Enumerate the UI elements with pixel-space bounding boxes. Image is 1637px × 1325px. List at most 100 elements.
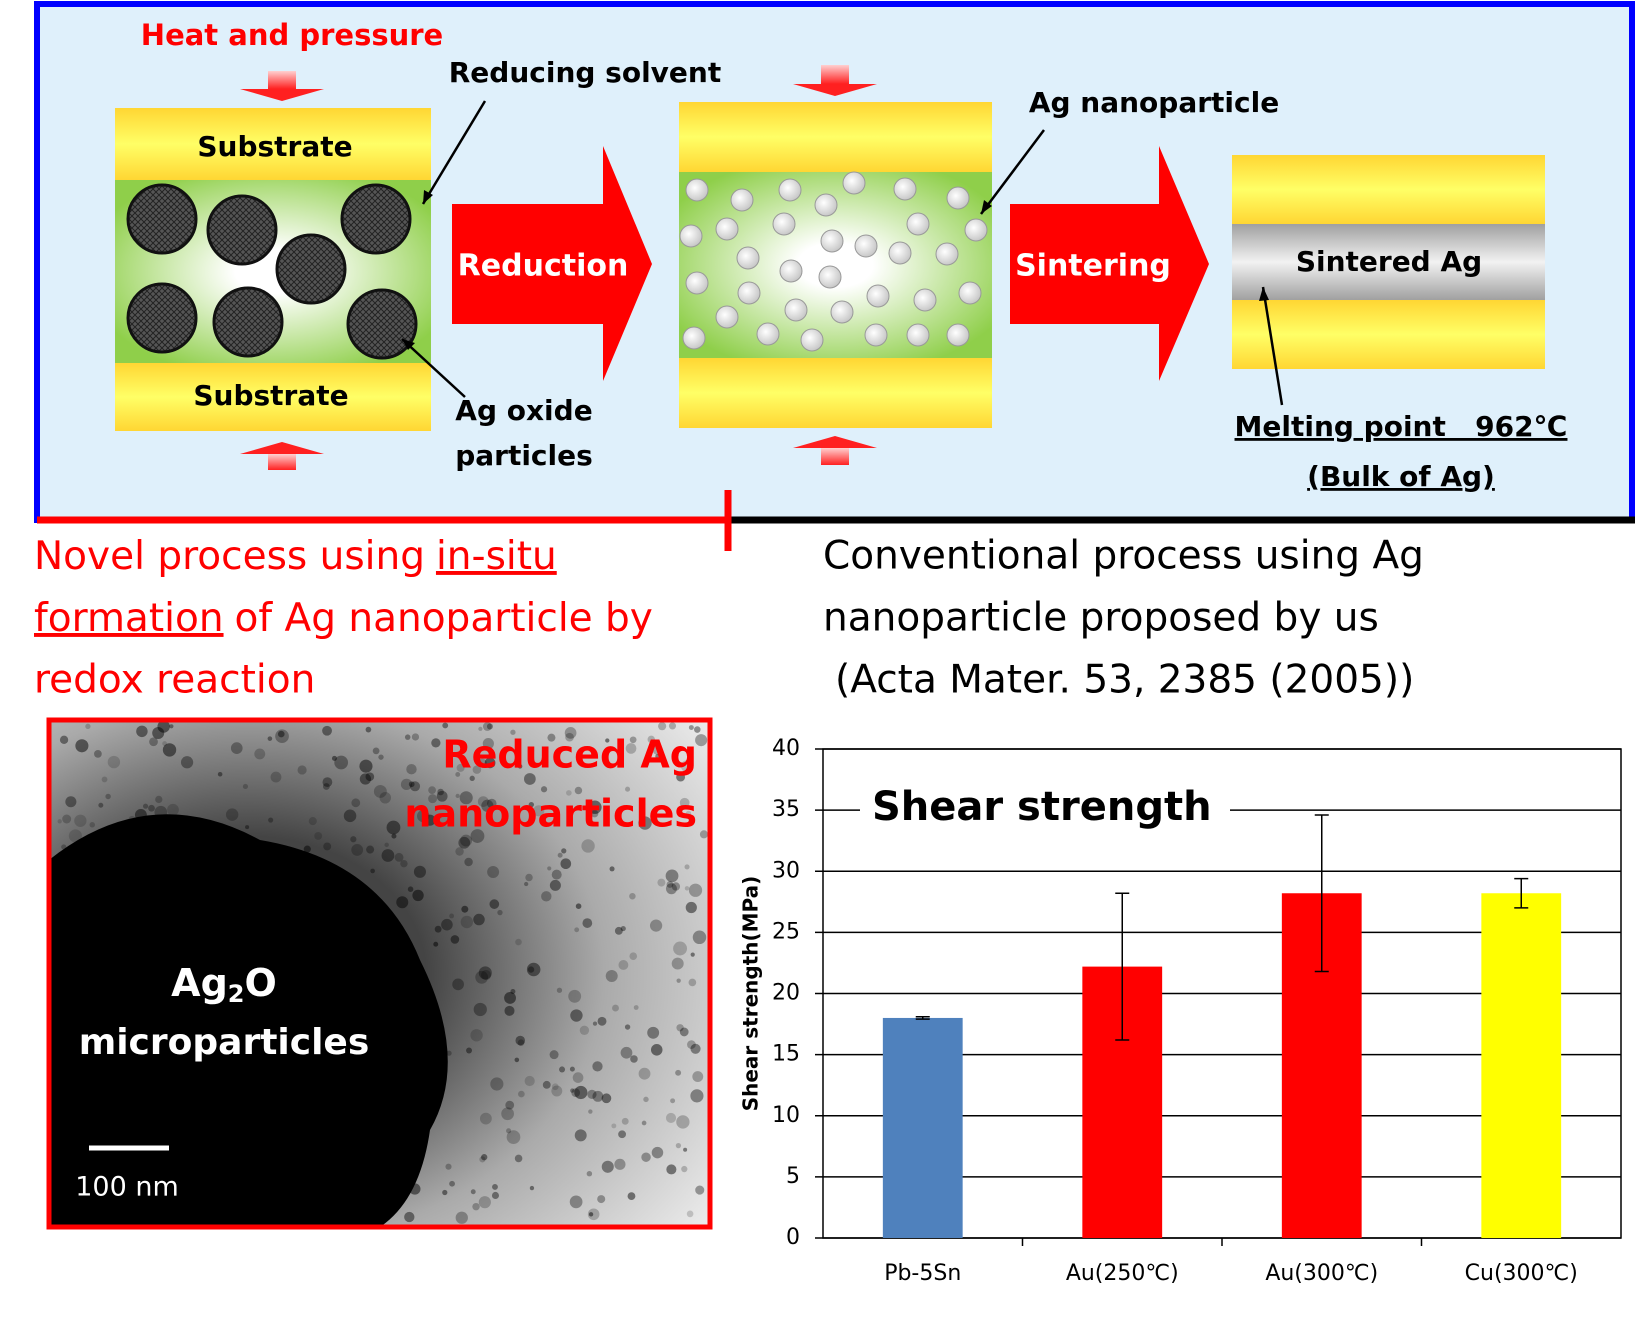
novel-caption: Novel process using in-situ (34, 534, 557, 579)
speckle (676, 1024, 684, 1032)
scale-label: 100 nm (75, 1172, 179, 1203)
pointer (401, 338, 466, 398)
speckle (675, 1069, 682, 1076)
speckle (62, 814, 72, 824)
speckle (473, 1002, 487, 1017)
sintered-ag-label: Sintered Ag (1296, 245, 1482, 278)
speckle (633, 1005, 639, 1010)
nanoparticle (682, 326, 706, 350)
speckle (492, 1183, 498, 1190)
speckle (629, 736, 637, 744)
nanoparticle (893, 177, 917, 201)
arrow-body (821, 65, 849, 84)
speckle (372, 747, 380, 755)
nanoparticle (715, 217, 739, 241)
oxide-particle (126, 282, 198, 354)
conventional-caption: Conventional process using Ag (823, 534, 1424, 579)
speckle (487, 866, 500, 879)
oxide-particle (126, 183, 198, 255)
speckle (85, 723, 91, 729)
speckle (484, 757, 496, 769)
speckle (505, 1100, 515, 1110)
speckle (588, 800, 602, 814)
process-arrow (452, 146, 652, 381)
speckle (477, 796, 489, 807)
speckle (688, 978, 697, 987)
nanoparticle (820, 229, 844, 253)
speckle (486, 723, 493, 730)
speckle (334, 755, 349, 770)
speckle (650, 1044, 663, 1056)
speckle (455, 1211, 468, 1224)
speckle (565, 732, 574, 742)
speckle (684, 864, 690, 870)
speckle (270, 771, 282, 783)
speckle (676, 772, 686, 782)
speckle (489, 899, 500, 909)
speckle (449, 1180, 455, 1187)
y-tick-label: 25 (772, 919, 800, 944)
speckle (670, 1098, 676, 1104)
arrow-body (268, 71, 296, 89)
speckle (322, 783, 330, 790)
speckle (308, 817, 317, 826)
substrate (679, 102, 992, 172)
ag-nanoparticle-label: Ag nanoparticle (1029, 86, 1279, 119)
speckle (155, 795, 163, 804)
title-background (860, 775, 1230, 845)
speckle (651, 1146, 664, 1159)
speckle (620, 1046, 633, 1059)
x-tick-label: Pb-5Sn (884, 1261, 961, 1286)
speckle (524, 881, 529, 887)
speckle (413, 865, 426, 878)
novel-caption: formation of Ag nanoparticle by (34, 596, 653, 641)
speckle (597, 1016, 607, 1026)
nanoparticle (906, 212, 930, 236)
speckle (268, 817, 274, 823)
speckle (680, 760, 694, 773)
speckle (601, 1160, 614, 1173)
speckle (370, 868, 375, 874)
speckle (657, 878, 666, 887)
pressure-arrow (793, 65, 877, 96)
micro-label: microparticles (79, 1022, 370, 1063)
speckle (65, 796, 77, 808)
pointer-head (402, 339, 415, 350)
speckle (404, 1211, 415, 1223)
speckle (587, 1208, 600, 1221)
speckle (551, 869, 562, 880)
nanoparticle (679, 224, 703, 248)
speckle (679, 1027, 689, 1037)
speckle (647, 1026, 660, 1039)
speckle (618, 1130, 627, 1139)
speckle (455, 793, 460, 798)
speckle (517, 764, 523, 769)
speckle (590, 809, 599, 818)
speckle (504, 1005, 515, 1016)
bar-chart: 0 5 10 15 20 25 30 35 40 Shear strength Shear stre… (739, 736, 1622, 1286)
speckle (575, 903, 582, 910)
speckle (323, 842, 332, 851)
speckle (695, 734, 708, 747)
nanoparticle (830, 300, 854, 324)
ag2o-part: Ag (171, 961, 228, 1005)
speckle (517, 1039, 525, 1047)
speckle (486, 798, 497, 809)
speckle (277, 730, 285, 738)
nanoparticle (685, 178, 709, 202)
speckle (514, 1057, 520, 1063)
arrow-head (793, 436, 877, 448)
speckle (588, 1212, 594, 1217)
speckle (366, 845, 375, 854)
speckle (551, 1083, 559, 1091)
reduced-label: Reduced Ag (442, 733, 697, 777)
speckle (658, 722, 667, 731)
speckle (506, 1128, 512, 1134)
substrate (679, 358, 992, 428)
oxide-particle (212, 286, 284, 358)
ag-oxide-particles (126, 183, 418, 360)
speckle (455, 771, 461, 777)
speckle (597, 1195, 606, 1204)
speckle (510, 988, 516, 994)
